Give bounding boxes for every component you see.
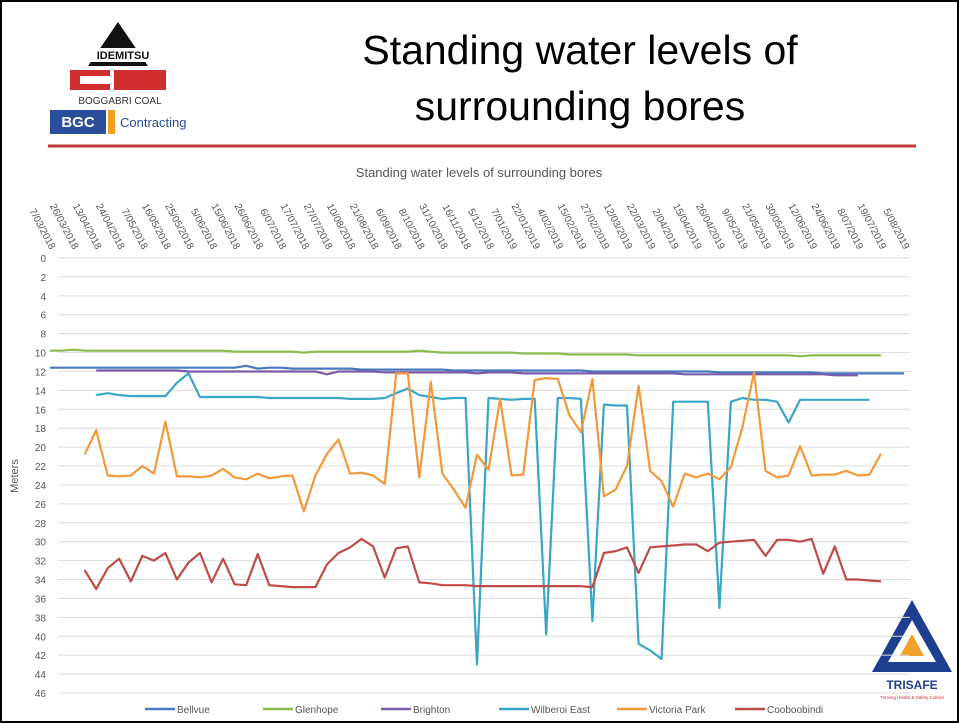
y-tick-label: 24 (35, 481, 47, 492)
y-tick-label: 26 (35, 500, 47, 511)
slide-title: Standing water levels of surrounding bor… (362, 27, 798, 129)
y-axis-label: Meters (9, 459, 21, 493)
y-tick-label: 20 (35, 443, 47, 454)
y-tick-label: 8 (40, 330, 46, 341)
legend-label: Wilberoi East (531, 705, 590, 716)
y-tick-label: 46 (35, 689, 47, 700)
logo: IDEMITSU BOGGABRI COAL BGC Contracting (50, 22, 186, 134)
legend-label: Cooboobindi (767, 705, 823, 716)
legend-label: Victoria Park (649, 705, 707, 716)
y-tick-label: 40 (35, 632, 47, 643)
y-tick-label: 14 (35, 386, 47, 397)
series-line (83, 371, 882, 513)
y-tick-label: 6 (40, 311, 46, 322)
badge-tagline: Thriving Health & Safety Culture (880, 695, 945, 700)
logo-division: BGC (61, 114, 95, 131)
y-tick-label: 2 (40, 273, 46, 284)
y-tick-label: 36 (35, 594, 47, 605)
y-tick-label: 16 (35, 405, 47, 416)
logo-brand: IDEMITSU (97, 50, 150, 62)
logo-division-text: Contracting (120, 115, 186, 130)
logo-company: BOGGABRI COAL (78, 96, 162, 107)
series-line (96, 372, 870, 666)
y-tick-label: 44 (35, 670, 47, 681)
y-tick-label: 4 (40, 292, 46, 303)
legend-label: Bellvue (177, 705, 210, 716)
y-tick-label: 12 (35, 367, 47, 378)
series-line (50, 348, 881, 358)
trisafe-badge: TRISAFE Thriving Health & Safety Culture (872, 600, 952, 700)
series-line (96, 369, 858, 377)
y-tick-label: 28 (35, 519, 47, 530)
y-tick-label: 30 (35, 538, 47, 549)
legend-label: Glenhope (295, 705, 339, 716)
y-tick-label: 0 (40, 254, 46, 265)
y-tick-label: 34 (35, 576, 47, 587)
y-tick-label: 18 (35, 424, 47, 435)
y-tick-label: 32 (35, 557, 47, 568)
y-tick-label: 38 (35, 613, 47, 624)
y-tick-label: 10 (35, 349, 47, 360)
y-tick-label: 22 (35, 462, 47, 473)
y-tick-label: 42 (35, 651, 47, 662)
series-line (83, 537, 881, 591)
legend-label: Brighton (413, 705, 450, 716)
series-line (50, 364, 904, 375)
badge-name: TRISAFE (886, 678, 937, 692)
chart-title: Standing water levels of surrounding bor… (356, 165, 603, 180)
